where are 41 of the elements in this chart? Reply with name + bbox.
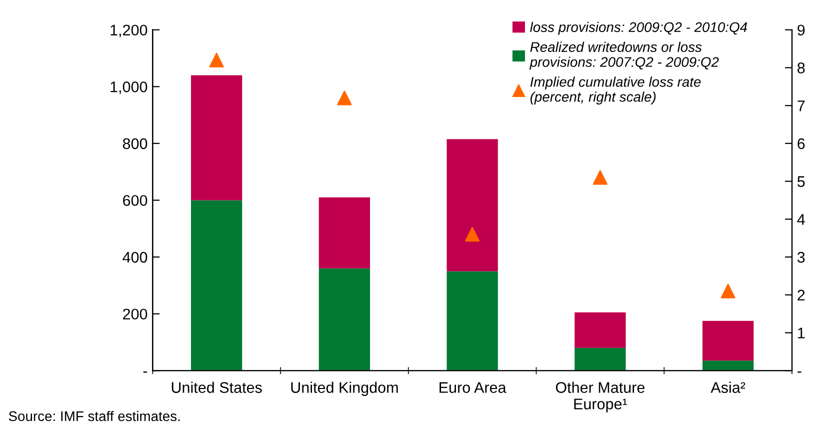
y-tick-label: 600 bbox=[123, 195, 148, 206]
x-tick-label: Asia² bbox=[710, 382, 746, 393]
bar bbox=[702, 320, 754, 361]
y2-tick-label: 3 bbox=[797, 252, 805, 263]
x-tick-label: Euro Area bbox=[440, 382, 506, 393]
y-tick-label: 200 bbox=[123, 308, 148, 320]
x-tick-label: United Kingdom bbox=[291, 382, 398, 396]
y2-tick-label: 2 bbox=[798, 290, 805, 300]
legend-label: loss provisions: 2009:Q2 - 2010:Q4 bbox=[530, 22, 748, 35]
x-tick-label: United States bbox=[172, 382, 262, 393]
y-tick-label: 1,000 bbox=[110, 81, 148, 94]
bar bbox=[574, 348, 626, 371]
y2-tick-label: 8 bbox=[798, 62, 805, 74]
bar bbox=[318, 197, 370, 268]
bar bbox=[446, 139, 498, 272]
y2-tick-label: - bbox=[798, 372, 802, 373]
point bbox=[209, 52, 224, 68]
legend-label: Implied cumulative loss rate (percent, right scale) bbox=[530, 76, 701, 105]
bar bbox=[446, 271, 498, 371]
y2-tick-label: 1 bbox=[798, 328, 805, 338]
point bbox=[465, 227, 480, 242]
y2-tick-label: 9 bbox=[798, 24, 805, 36]
bar bbox=[702, 360, 754, 371]
bar bbox=[318, 268, 370, 371]
y-tick-label: 1,200 bbox=[110, 24, 148, 38]
x-tick-label: Other Mature Europe¹ bbox=[556, 382, 645, 412]
point bbox=[592, 170, 608, 185]
y2-tick-label: 4 bbox=[797, 214, 805, 225]
y2-tick-label: 7 bbox=[798, 100, 805, 112]
y2-tick-label: 6 bbox=[798, 138, 805, 150]
bar bbox=[190, 200, 242, 371]
y2-tick-label: 5 bbox=[797, 176, 805, 187]
point bbox=[720, 284, 736, 298]
point bbox=[337, 90, 352, 106]
y-tick-label: 400 bbox=[122, 252, 148, 263]
y-tick-label: 800 bbox=[122, 138, 148, 150]
bar bbox=[574, 312, 626, 348]
bar bbox=[190, 75, 242, 200]
y-tick-label: - bbox=[143, 372, 148, 373]
source-note: Source: IMF staff estimates. bbox=[8, 410, 180, 422]
legend-label: Realized writedowns or loss provisions: 2007:Q2 - 2009:Q2 bbox=[529, 42, 719, 70]
